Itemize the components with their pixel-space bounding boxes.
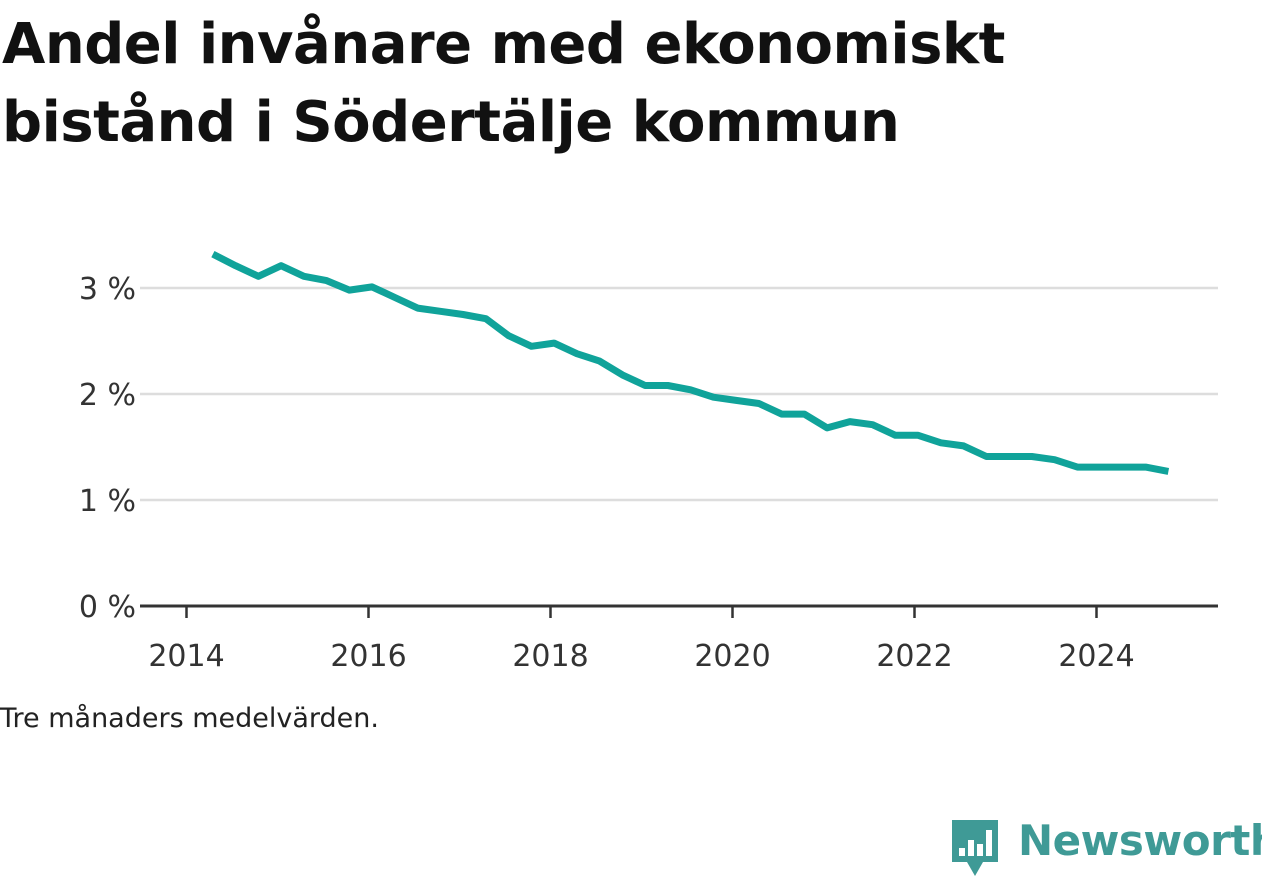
y-tick-label: 2 % bbox=[79, 378, 136, 413]
x-tick-label: 2022 bbox=[876, 639, 952, 674]
data-point bbox=[1165, 468, 1171, 474]
data-point bbox=[278, 263, 284, 269]
y-tick-label: 3 % bbox=[79, 272, 136, 307]
data-point bbox=[915, 432, 921, 438]
data-point bbox=[392, 295, 398, 301]
data-point bbox=[870, 422, 876, 428]
data-point bbox=[688, 387, 694, 393]
bar-chart-speech-bubble-icon bbox=[952, 820, 998, 876]
data-point bbox=[233, 263, 239, 269]
data-series bbox=[210, 250, 1171, 475]
data-point bbox=[847, 419, 853, 425]
data-point bbox=[665, 383, 671, 389]
data-point bbox=[733, 397, 739, 403]
data-point bbox=[756, 401, 762, 407]
data-point bbox=[710, 394, 716, 400]
data-point bbox=[1029, 454, 1035, 460]
data-point bbox=[961, 443, 967, 449]
data-point bbox=[369, 284, 375, 290]
data-point bbox=[460, 312, 466, 318]
data-point bbox=[528, 343, 534, 349]
data-point bbox=[255, 273, 261, 279]
y-axis-tick-labels: 0 % 1 % 2 % 3 % bbox=[79, 272, 136, 625]
logo-wordmark: Newsworthy bbox=[1018, 816, 1262, 865]
data-point bbox=[642, 383, 648, 389]
x-tick-label: 2016 bbox=[330, 639, 406, 674]
y-tick-label: 1 % bbox=[79, 484, 136, 519]
series-line bbox=[211, 250, 1170, 475]
x-tick-label: 2024 bbox=[1058, 639, 1134, 674]
gridlines bbox=[140, 286, 1218, 502]
chart-footnote: Tre månaders medelvärden. bbox=[0, 703, 379, 734]
data-point bbox=[1120, 464, 1126, 470]
y-tick-label: 0 % bbox=[79, 590, 136, 625]
x-tick-label: 2018 bbox=[512, 639, 588, 674]
data-point bbox=[1143, 464, 1149, 470]
data-point bbox=[892, 432, 898, 438]
chart-title: Andel invånare med ekonomiskt bistånd i … bbox=[2, 12, 1005, 155]
data-point bbox=[210, 251, 216, 257]
data-point bbox=[619, 372, 625, 378]
x-axis bbox=[140, 604, 1218, 618]
data-point bbox=[301, 273, 307, 279]
data-point bbox=[324, 278, 330, 284]
data-point bbox=[506, 333, 512, 339]
x-tick-label: 2014 bbox=[148, 639, 224, 674]
data-point bbox=[1074, 464, 1080, 470]
data-point bbox=[1052, 457, 1058, 463]
data-point bbox=[597, 358, 603, 364]
newsworthy-logo[interactable]: Newsworthy bbox=[950, 816, 1262, 878]
data-point bbox=[415, 305, 421, 311]
data-point bbox=[779, 411, 785, 417]
data-point bbox=[983, 454, 989, 460]
data-point bbox=[346, 287, 352, 293]
data-point bbox=[1097, 464, 1103, 470]
data-point bbox=[437, 308, 443, 314]
data-point bbox=[824, 425, 830, 431]
data-point bbox=[938, 440, 944, 446]
data-point bbox=[483, 316, 489, 322]
data-point bbox=[574, 351, 580, 357]
data-point bbox=[801, 411, 807, 417]
data-point bbox=[551, 340, 557, 346]
data-point bbox=[1006, 454, 1012, 460]
x-tick-label: 2020 bbox=[694, 639, 770, 674]
x-axis-tick-labels: 2014 2016 2018 2020 2022 2024 bbox=[148, 639, 1134, 674]
